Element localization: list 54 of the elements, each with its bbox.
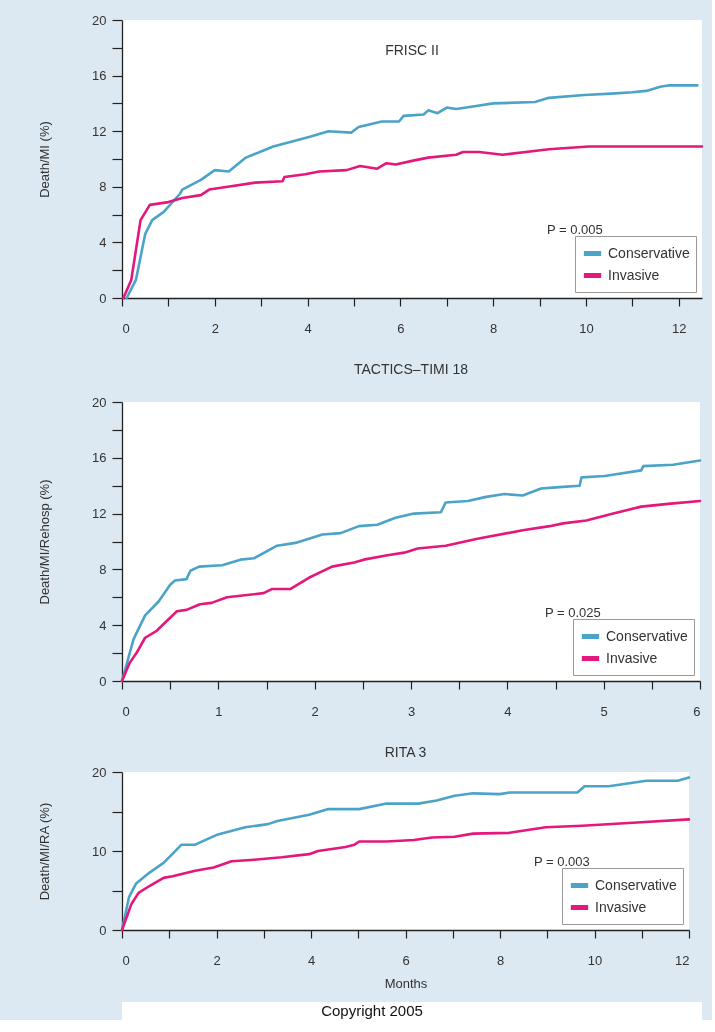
y-tick-label: 12	[92, 506, 107, 522]
y-tick-label: 0	[99, 673, 107, 689]
y-axis-title: Death/MI (%)	[37, 121, 53, 198]
x-tick-label: 6	[397, 320, 405, 336]
x-tick-label: 6	[402, 952, 410, 968]
x-tick-label: 4	[307, 952, 316, 968]
x-tick-label: 12	[672, 320, 687, 336]
y-tick-label: 0	[99, 922, 107, 938]
x-tick-label: 5	[600, 703, 608, 719]
x-tick-label: 0	[122, 952, 130, 968]
legend-label: Conservative	[608, 244, 690, 261]
legend-label: Conservative	[595, 876, 677, 893]
annotation: P = 0.003	[534, 854, 590, 869]
annotation: P = 0.025	[545, 605, 601, 620]
y-tick-label: 8	[99, 179, 107, 195]
x-tick-label: 8	[496, 952, 505, 968]
legend-label: Invasive	[606, 649, 658, 666]
text: FRISC II	[385, 42, 439, 58]
y-axis-title: Death/MI/Rehosp (%)	[37, 479, 53, 605]
chart-title: RITA 3	[384, 744, 427, 760]
y-tick-label: 20	[92, 12, 107, 28]
y-tick-label: 20	[92, 764, 107, 780]
y-tick-label: 8	[99, 561, 107, 577]
x-tick-label: 10	[587, 952, 603, 968]
text: Copyright 2005	[321, 1002, 423, 1019]
x-tick-label: 2	[211, 320, 219, 336]
line-series	[125, 84, 699, 300]
x-tick-label: 4	[304, 320, 312, 336]
y-tick-label: 10	[92, 843, 107, 859]
annotation: P = 0.005	[547, 222, 603, 237]
x-tick-label: 10	[579, 320, 594, 336]
y-axis-title: Death/MI/RA (%)	[37, 802, 53, 901]
x-axis-title: Months	[384, 975, 428, 991]
legend-label: Conservative	[606, 627, 688, 644]
x-tick-label: 0	[122, 320, 130, 336]
x-tick-label: 0	[122, 703, 130, 719]
y-tick-label: 16	[92, 450, 107, 466]
legend-label: Invasive	[595, 898, 647, 915]
y-tick-label: 0	[99, 290, 107, 306]
y-tick-label: 12	[92, 123, 107, 139]
x-tick-label: 2	[311, 703, 319, 719]
y-tick-label: 16	[92, 68, 107, 84]
x-tick-label: 3	[407, 703, 416, 719]
chart-title: TACTICS–TIMI 18	[353, 361, 469, 377]
y-tick-label: 4	[99, 234, 107, 250]
x-tick-label: 12	[675, 952, 690, 968]
legend-label: Invasive	[608, 266, 660, 283]
x-tick-label: 8	[490, 320, 498, 336]
x-tick-label: 6	[693, 703, 701, 719]
y-tick-label: 4	[99, 617, 107, 633]
x-tick-label: 4	[504, 703, 512, 719]
x-tick-label: 1	[215, 703, 223, 719]
x-tick-label: 2	[213, 952, 221, 968]
y-tick-label: 20	[92, 394, 107, 410]
